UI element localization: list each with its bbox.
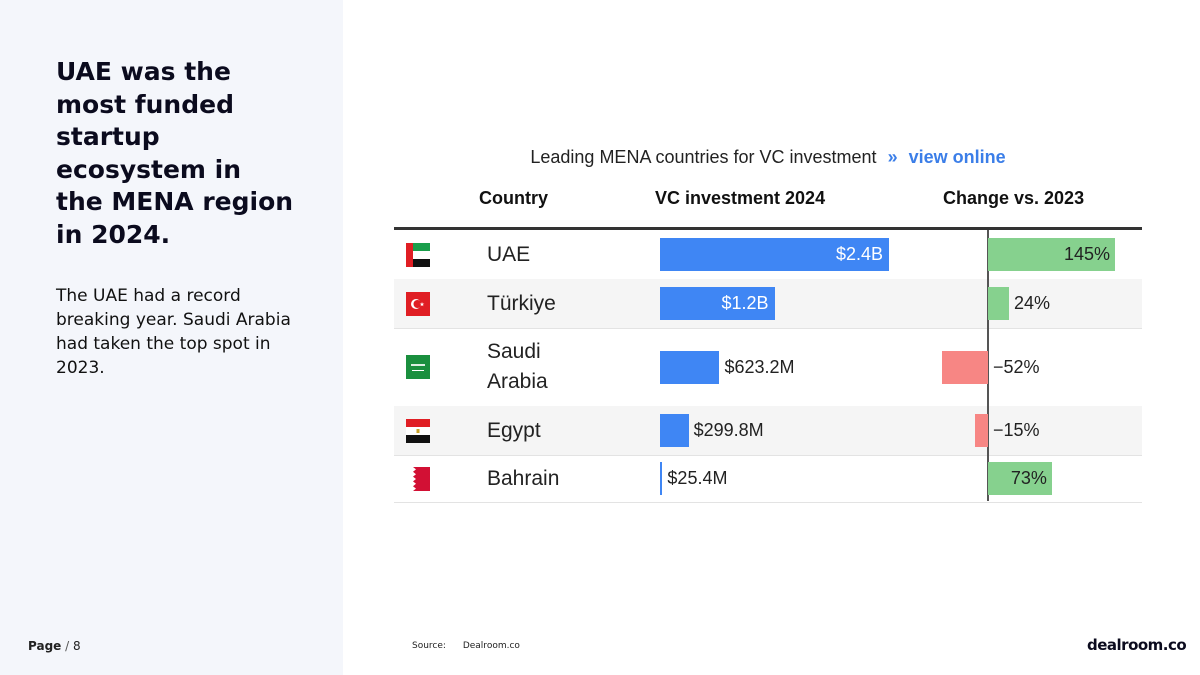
source-note: Source: Dealroom.co bbox=[412, 641, 520, 651]
change-label: 145% bbox=[1063, 244, 1110, 264]
left-panel: UAE was the most funded startup ecosyste… bbox=[0, 0, 343, 675]
investment-bar bbox=[660, 414, 689, 447]
investment-bar bbox=[660, 238, 889, 271]
change-bar bbox=[942, 350, 988, 384]
source-value: Dealroom.co bbox=[462, 641, 520, 651]
investment-bar bbox=[660, 462, 663, 495]
change-label: 73% bbox=[1010, 468, 1047, 488]
page-number: 8 bbox=[73, 639, 81, 653]
investment-label: $25.4M bbox=[667, 468, 728, 488]
column-header-change: Change vs. 2023 bbox=[943, 188, 1085, 208]
investment-label: $299.8M bbox=[693, 420, 764, 440]
investment-bar bbox=[660, 287, 775, 320]
bahrain-flag-icon bbox=[406, 466, 430, 491]
source-label: Source: bbox=[412, 641, 446, 651]
headline: UAE was the most funded startup ecosyste… bbox=[56, 57, 294, 249]
change-bar bbox=[974, 414, 988, 447]
uae-flag-icon bbox=[406, 242, 430, 267]
view-online-link[interactable]: view online bbox=[908, 147, 1006, 167]
country-label: UAE bbox=[487, 242, 531, 266]
page-label: Page bbox=[28, 639, 62, 653]
body-text: The UAE had a record breaking year. Saud… bbox=[56, 286, 291, 378]
saudi-arabia-flag-icon bbox=[406, 355, 430, 379]
chart-title: Leading MENA countries for VC investment… bbox=[394, 143, 1142, 171]
change-bar bbox=[988, 462, 1052, 495]
dealroom-logo: dealroom.co bbox=[1087, 636, 1187, 654]
turkey-flag-icon bbox=[406, 291, 430, 316]
change-bar bbox=[988, 287, 1010, 320]
change-label: −15% bbox=[993, 420, 1040, 440]
table-row: Bahrain bbox=[394, 455, 1142, 503]
country-label: Egypt bbox=[487, 418, 541, 442]
country-label: Saudi Arabia bbox=[487, 340, 548, 393]
page-indicator: Page / 8 bbox=[28, 639, 81, 653]
change-label: 24% bbox=[1014, 293, 1051, 313]
country-label: Türkiye bbox=[487, 291, 556, 315]
change-label: −52% bbox=[993, 356, 1040, 377]
change-bar bbox=[988, 238, 1115, 271]
investment-label: $2.4B bbox=[835, 244, 883, 264]
header-rule bbox=[394, 227, 1142, 230]
chart-title-text: Leading MENA countries for VC investment bbox=[530, 147, 877, 167]
egypt-flag-icon bbox=[406, 418, 430, 443]
change-zero-line bbox=[987, 230, 989, 501]
page-separator: / bbox=[65, 639, 70, 653]
chevron-right-icon: » bbox=[887, 147, 898, 167]
table-row: Egypt bbox=[394, 406, 1142, 456]
investment-label: $1.2B bbox=[721, 293, 769, 313]
country-label: Bahrain bbox=[487, 466, 560, 490]
column-header-country: Country bbox=[479, 188, 548, 208]
column-header-investment: VC investment 2024 bbox=[655, 188, 826, 208]
investment-label: $623.2M bbox=[724, 356, 795, 377]
investment-bar bbox=[660, 350, 720, 384]
